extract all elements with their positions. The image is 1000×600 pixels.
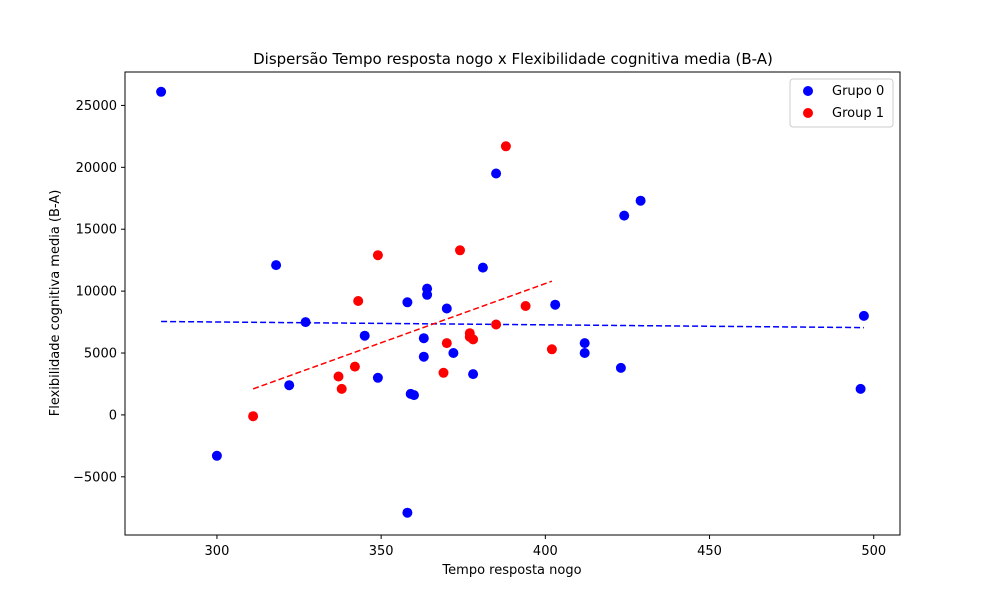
data-point <box>333 371 344 382</box>
trend-line <box>161 320 864 329</box>
data-point <box>438 367 449 378</box>
y-tick-label: 25000 <box>76 99 117 114</box>
y-tick-label: −5000 <box>73 470 117 485</box>
data-point <box>855 383 866 394</box>
legend-label-group-1: Group 1 <box>832 106 884 121</box>
data-point <box>635 195 646 206</box>
trend-line <box>252 280 553 390</box>
legend: Grupo 0 Group 1 <box>789 78 894 128</box>
data-point <box>550 299 561 310</box>
series-group-1 <box>248 141 557 422</box>
data-point <box>422 283 433 294</box>
legend-marker-group-1 <box>803 108 813 118</box>
data-point <box>520 301 531 311</box>
y-axis: −5000 0 5000 10000 15000 20000 25000 <box>73 99 125 485</box>
data-point <box>468 369 479 380</box>
y-tick-label: 20000 <box>76 161 117 176</box>
data-point <box>156 86 167 97</box>
data-point <box>491 319 502 330</box>
data-point <box>248 411 259 422</box>
x-tick-label: 500 <box>861 544 886 559</box>
data-point <box>372 372 383 383</box>
chart-title: Dispersão Tempo resposta nogo x Flexibil… <box>253 50 773 68</box>
data-point <box>349 361 360 372</box>
data-point <box>858 310 869 321</box>
y-tick-label: 15000 <box>76 223 117 238</box>
data-point <box>359 330 370 341</box>
x-axis: 300 350 400 450 500 <box>205 535 886 559</box>
plot-frame <box>124 71 901 536</box>
data-point <box>372 250 383 261</box>
data-point <box>615 362 626 373</box>
legend-box <box>789 78 894 128</box>
data-point <box>468 334 479 345</box>
series-grupo-0 <box>156 86 869 518</box>
data-point <box>441 303 452 314</box>
legend-label-grupo-0: Grupo 0 <box>832 84 884 99</box>
data-point <box>500 141 511 152</box>
data-point <box>211 450 222 461</box>
y-tick-label: 5000 <box>84 347 117 362</box>
x-tick-label: 450 <box>697 544 722 559</box>
y-tick-label: 0 <box>109 408 117 423</box>
x-tick-label: 300 <box>205 544 230 559</box>
data-point <box>336 383 347 394</box>
data-point <box>271 260 282 271</box>
y-tick-label: 10000 <box>76 285 117 300</box>
data-point <box>409 390 419 401</box>
data-point <box>477 262 488 273</box>
data-point <box>402 297 413 308</box>
x-tick-label: 400 <box>533 544 558 559</box>
y-axis-title: Flexibilidade cognitiva media (B-A) <box>48 190 63 417</box>
data-point <box>441 338 452 349</box>
data-point <box>546 344 557 355</box>
data-point <box>491 168 502 179</box>
data-point <box>448 348 459 358</box>
plot-area <box>156 86 869 518</box>
data-point <box>455 245 465 256</box>
data-point <box>402 507 413 518</box>
data-point <box>418 351 429 362</box>
x-axis-title: Tempo resposta nogo <box>441 563 581 578</box>
data-point <box>284 380 295 391</box>
data-point <box>353 296 364 306</box>
data-point <box>579 348 590 358</box>
legend-marker-grupo-0 <box>803 86 813 96</box>
data-point <box>579 338 590 349</box>
x-tick-label: 350 <box>369 544 394 559</box>
data-point <box>418 333 429 344</box>
data-point <box>619 210 630 221</box>
